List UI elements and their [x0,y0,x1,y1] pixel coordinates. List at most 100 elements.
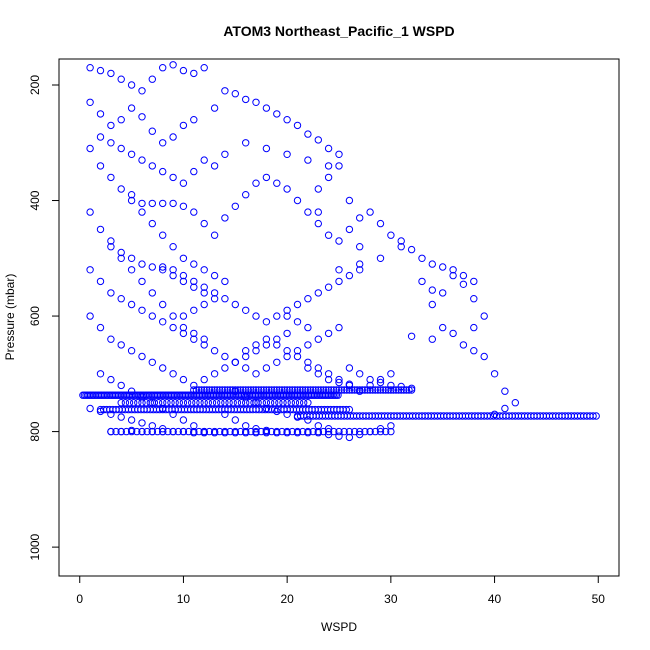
data-point [288,427,296,436]
data-point [148,358,157,366]
data-point [304,416,312,424]
data-point [480,352,488,361]
data-point [210,162,219,170]
data-point [205,427,214,436]
data-point [490,370,499,378]
data-point [314,219,322,228]
data-point [117,144,125,153]
data-point [314,289,322,297]
data-point [300,399,308,407]
data-point [138,87,146,95]
data-point [210,386,219,394]
data-point [511,399,519,407]
data-point [439,323,447,332]
data-point [179,399,188,407]
data-point [192,386,201,394]
data-point [304,341,312,349]
data-point [190,283,198,291]
data-point [283,306,291,314]
data-point [366,386,374,394]
data-point [348,386,356,394]
data-point [275,399,283,407]
data-point [127,81,136,89]
data-point [369,386,377,394]
data-point [117,341,125,349]
data-point [221,352,229,361]
data-point [169,173,177,182]
data-point [304,295,312,303]
data-point [283,386,291,394]
data-point [169,266,177,274]
data-point [279,399,287,407]
data-point [270,386,278,394]
data-point [169,199,177,208]
y-axis: 200 400 600 800 1000 [28,75,60,560]
data-point [169,323,177,332]
data-point [273,407,281,416]
data-point [283,185,291,193]
data-point [304,156,312,164]
data-point [122,427,131,436]
data-point [163,399,171,407]
data-point [501,404,509,413]
data-point [273,335,281,343]
data-point [229,386,237,394]
data-point [138,156,146,164]
data-point [225,399,233,407]
data-point [117,427,125,436]
data-point [96,133,105,141]
data-point [280,386,289,394]
data-point [252,386,260,394]
data-point [169,243,177,251]
data-point [190,208,198,216]
data-point [244,386,253,394]
data-point [371,427,379,436]
data-point [335,432,343,440]
data-point [356,214,364,222]
data-point [210,104,219,112]
data-point [358,386,366,394]
data-point [304,358,312,366]
data-point [252,427,260,436]
data-point [327,386,335,394]
data-point [293,386,302,394]
data-point [221,87,229,95]
data-points [79,61,600,442]
data-point [376,386,385,394]
data-point [200,386,208,394]
data-point [200,283,208,291]
data-point [239,386,247,394]
data-point [293,121,302,130]
data-point [179,277,188,286]
data-point [418,254,426,262]
data-point [221,277,229,286]
data-point [283,329,291,338]
data-point [217,399,225,407]
data-point [216,427,224,436]
data-point [242,364,250,372]
data-point [592,412,600,420]
data-point [278,386,286,394]
data-point [127,300,136,309]
data-point [127,191,136,199]
data-point [273,110,281,118]
data-point [169,61,177,69]
data-point [363,386,372,394]
data-point [283,312,291,320]
x-tick-label: 20 [280,592,294,606]
data-point [275,386,284,394]
data-point [291,386,299,394]
data-point [589,412,597,420]
data-point [353,386,361,394]
data-point [387,427,395,436]
data-point [179,179,188,187]
data-point [208,386,216,394]
data-point [179,271,188,280]
data-point [376,375,385,384]
data-point [196,399,204,407]
data-point [200,341,208,349]
data-point [304,130,312,138]
data-point [262,335,271,343]
data-point [86,312,94,320]
data-point [283,352,291,361]
